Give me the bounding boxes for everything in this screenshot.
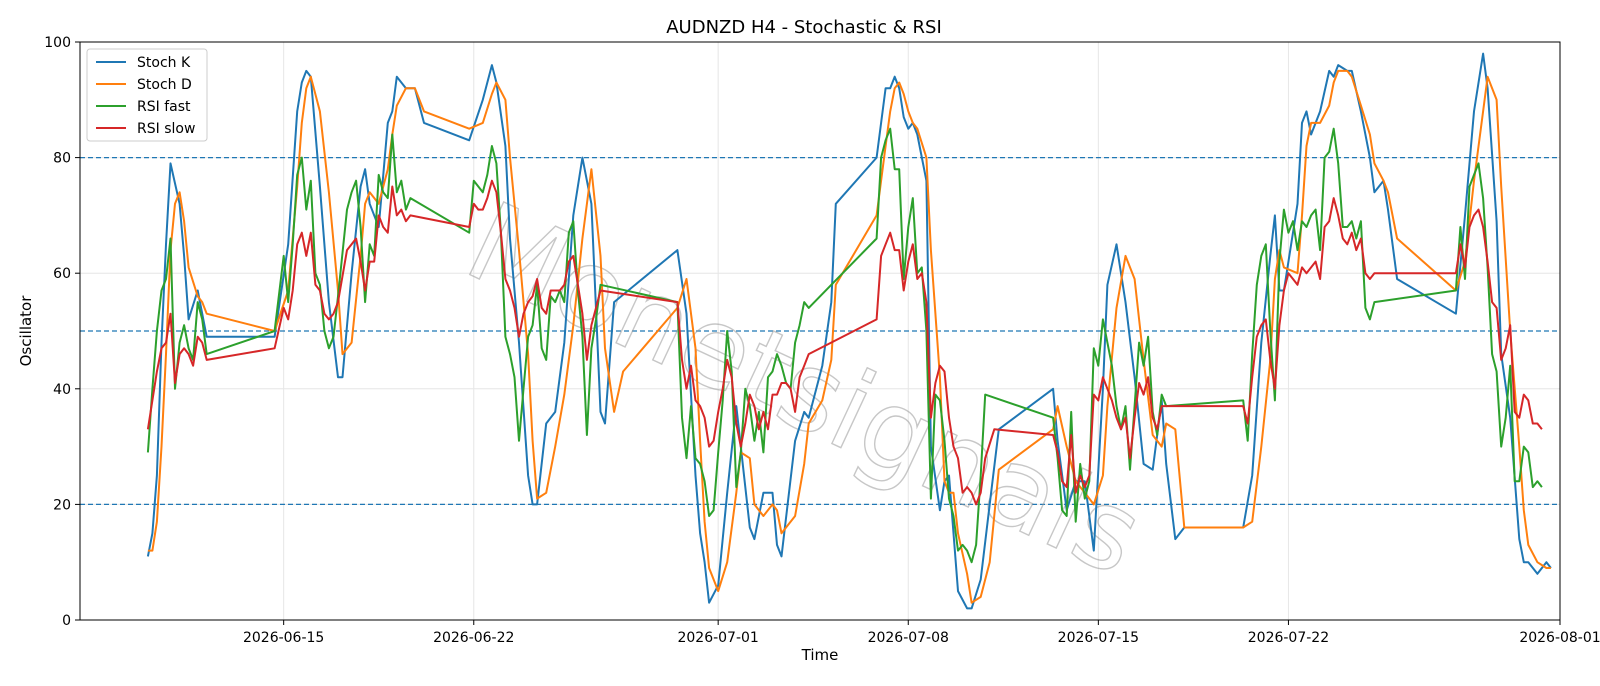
series-line-rsi-slow — [146, 179, 1543, 506]
x-axis-label: Time — [801, 646, 839, 664]
x-tick-label: 2026-06-15 — [243, 630, 324, 646]
plot-frame — [79, 41, 1561, 621]
legend-label-stoch-k: Stoch K — [137, 55, 191, 71]
series-line-stoch-d — [147, 69, 1551, 604]
series-line-rsi-fast — [146, 127, 1543, 564]
legend-label-stoch-d: Stoch D — [137, 77, 192, 93]
legend-label-rsi-fast: RSI fast — [137, 99, 191, 115]
series-line-stoch-k — [146, 52, 1552, 610]
y-axis-label: Oscillator — [17, 295, 35, 367]
x-tick-label: 2026-07-01 — [677, 630, 758, 646]
legend-label-rsi-slow: RSI slow — [137, 121, 195, 137]
y-tick-label: 40 — [53, 382, 71, 398]
series-lines — [146, 52, 1552, 610]
chart-title: AUDNZD H4 - Stochastic & RSI — [666, 17, 942, 38]
x-tick-label: 2026-07-08 — [868, 630, 949, 646]
y-tick-label: 100 — [44, 35, 71, 51]
x-tick-label: 2026-08-01 — [1519, 630, 1600, 646]
y-tick-label: 0 — [62, 613, 71, 629]
legend: Stoch K Stoch D RSI fast RSI slow — [86, 48, 208, 142]
x-tick-label: 2026-07-22 — [1248, 630, 1329, 646]
legend-box — [86, 48, 208, 142]
y-tick-label: 60 — [53, 266, 71, 282]
y-axis-ticks: 0 20 40 60 80 100 — [44, 35, 80, 629]
x-tick-label: 2026-07-15 — [1058, 630, 1139, 646]
x-tick-label: 2026-06-22 — [433, 630, 514, 646]
y-tick-label: 80 — [53, 151, 71, 167]
y-tick-label: 20 — [53, 497, 71, 513]
x-axis-ticks: 2026-06-15 2026-06-22 2026-07-01 2026-07-08… — [243, 620, 1600, 646]
reference-lines — [80, 156, 1560, 506]
